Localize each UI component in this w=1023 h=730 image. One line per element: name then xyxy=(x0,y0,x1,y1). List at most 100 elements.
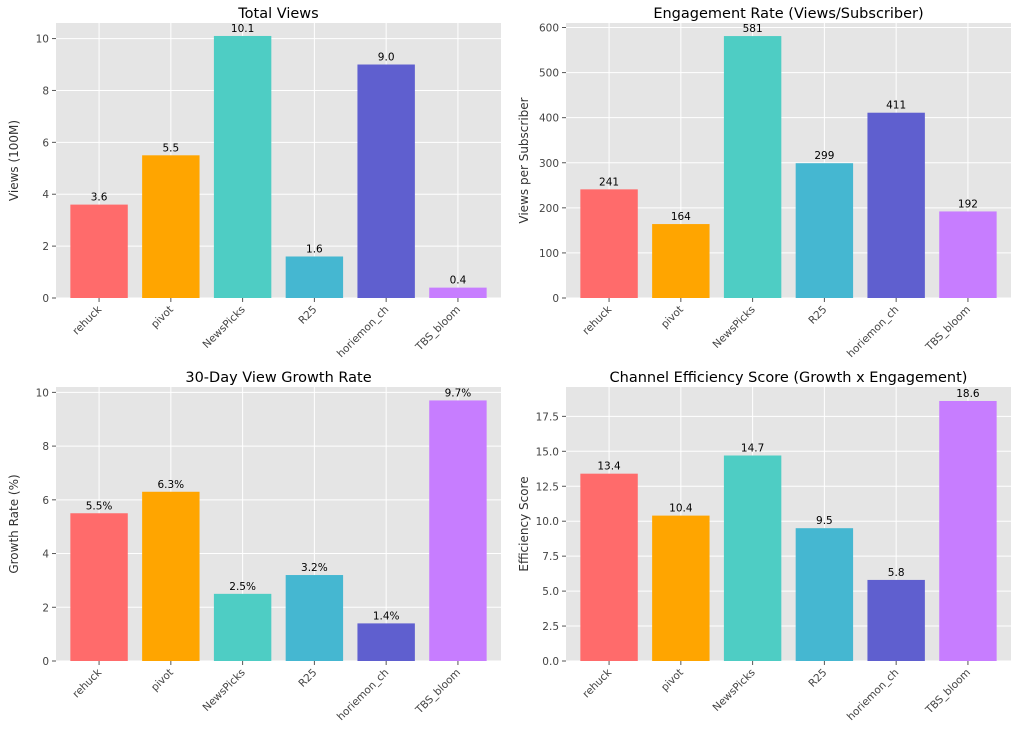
y-tick-label: 0 xyxy=(552,293,559,305)
plot-area xyxy=(566,23,1011,298)
bar-NewsPicks xyxy=(723,455,782,661)
bar-value-label: 14.7 xyxy=(741,443,764,455)
bar-value-label: 0.4 xyxy=(450,275,467,287)
bar-R25 xyxy=(795,528,854,661)
bar-rehuck xyxy=(70,204,128,298)
bar-value-label: 9.5 xyxy=(816,515,833,527)
x-tick-label: R25 xyxy=(296,667,319,690)
bar-TBS_bloom xyxy=(939,400,997,661)
bar-pivot xyxy=(142,491,200,661)
y-tick-label: 600 xyxy=(539,23,559,35)
chart-panel-3: 5.5% 6.3% 2.5% 3.2% 1.4% 9.7% 0 2 4 6 8 10 rehuck piv… xyxy=(7,370,501,723)
chart-title: 30-Day View Growth Rate xyxy=(185,370,371,386)
bar-value-label: 3.6 xyxy=(91,192,108,204)
x-tick-label: NewsPicks xyxy=(201,304,248,351)
bar-NewsPicks xyxy=(213,35,272,298)
bar-value-label: 299 xyxy=(814,150,834,162)
bar-pivot xyxy=(142,155,200,298)
chart-title: Total Views xyxy=(237,6,318,22)
x-tick-label: NewsPicks xyxy=(201,667,248,714)
y-axis-label: Growth Rate (%) xyxy=(7,474,21,573)
y-axis-label: Views per Subscriber xyxy=(517,97,531,223)
bar-value-label: 581 xyxy=(743,23,763,35)
bar-rehuck xyxy=(70,513,128,661)
bar-value-label: 1.6 xyxy=(306,243,323,255)
y-tick-label: 10.0 xyxy=(536,516,559,528)
x-tick-label: pivot xyxy=(149,304,176,331)
bar-value-label: 5.5 xyxy=(162,142,179,154)
x-tick-label: TBS_bloom xyxy=(923,667,973,717)
y-tick-label: 10 xyxy=(36,387,49,399)
bar-value-label: 9.0 xyxy=(378,52,395,64)
bar-horiemon_ch xyxy=(867,579,925,661)
bar-value-label: 18.6 xyxy=(956,388,980,400)
y-tick-label: 10 xyxy=(36,34,49,46)
y-axis-label: Views (100M) xyxy=(7,120,21,201)
x-tick-label: horiemon_ch xyxy=(335,304,391,360)
y-tick-label: 8 xyxy=(42,441,49,453)
y-tick-label: 6 xyxy=(42,137,49,149)
y-tick-label: 6 xyxy=(42,495,49,507)
y-tick-label: 500 xyxy=(539,68,559,80)
x-tick-label: pivot xyxy=(659,667,686,694)
bar-pivot xyxy=(652,515,710,661)
y-tick-label: 0 xyxy=(42,656,49,668)
plot-area xyxy=(56,387,501,661)
y-tick-label: 400 xyxy=(539,113,559,125)
y-tick-label: 4 xyxy=(42,189,49,201)
bar-NewsPicks xyxy=(723,36,782,299)
x-tick-label: R25 xyxy=(806,667,829,690)
bar-TBS_bloom xyxy=(939,211,997,298)
bar-horiemon_ch xyxy=(357,623,415,661)
x-tick-label: R25 xyxy=(806,304,829,327)
plot-area xyxy=(56,23,501,298)
chart-panel-4: 13.4 10.4 14.7 9.5 5.8 18.6 0.0 2.5 5.0 7.5 10.0 12… xyxy=(517,370,1011,723)
x-tick-label: pivot xyxy=(659,304,686,331)
bar-value-label: 411 xyxy=(886,100,906,112)
y-tick-label: 100 xyxy=(539,248,559,260)
x-tick-label: rehuck xyxy=(70,303,104,337)
bar-value-label: 6.3% xyxy=(157,479,184,491)
chart-panel-1: 3.6 5.5 10.1 1.6 9.0 0.4 0 2 4 6 8 10 rehuck pivot New… xyxy=(7,6,501,360)
bar-value-label: 241 xyxy=(599,176,619,188)
y-tick-label: 5.0 xyxy=(542,586,559,598)
x-tick-label: TBS_bloom xyxy=(923,304,973,354)
x-tick-label: TBS_bloom xyxy=(413,304,463,354)
bar-value-label: 5.5% xyxy=(86,500,113,512)
y-axis-label: Efficiency Score xyxy=(517,476,531,571)
x-tick-label: horiemon_ch xyxy=(845,667,901,723)
bar-value-label: 10.1 xyxy=(231,23,254,35)
y-tick-label: 2.5 xyxy=(542,621,559,633)
bar-value-label: 3.2% xyxy=(301,562,328,574)
y-tick-label: 0.0 xyxy=(542,656,559,668)
bar-pivot xyxy=(652,224,710,298)
y-tick-label: 8 xyxy=(42,85,49,97)
chart-title: Engagement Rate (Views/Subscriber) xyxy=(653,6,923,22)
bar-R25 xyxy=(285,575,344,661)
x-tick-label: NewsPicks xyxy=(711,304,758,351)
x-tick-label: horiemon_ch xyxy=(335,667,391,723)
y-tick-label: 12.5 xyxy=(536,481,559,493)
bar-R25 xyxy=(285,256,344,298)
bar-TBS_bloom xyxy=(429,287,487,298)
bar-horiemon_ch xyxy=(867,112,925,299)
y-tick-label: 200 xyxy=(539,203,559,215)
bar-R25 xyxy=(795,163,854,298)
y-tick-label: 17.5 xyxy=(536,411,559,423)
y-tick-label: 7.5 xyxy=(542,551,559,563)
y-tick-label: 0 xyxy=(42,293,49,305)
x-tick-label: rehuck xyxy=(580,666,614,700)
bar-horiemon_ch xyxy=(357,64,415,299)
bar-TBS_bloom xyxy=(429,400,487,661)
x-tick-label: pivot xyxy=(149,667,176,694)
bar-value-label: 13.4 xyxy=(597,461,621,473)
bar-NewsPicks xyxy=(213,593,272,661)
chart-title: Channel Efficiency Score (Growth x Engag… xyxy=(610,370,968,386)
x-tick-label: NewsPicks xyxy=(711,667,758,714)
y-tick-label: 4 xyxy=(42,549,49,561)
y-tick-label: 15.0 xyxy=(536,446,559,458)
bar-rehuck xyxy=(580,473,638,661)
x-tick-label: TBS_bloom xyxy=(413,667,463,717)
x-tick-label: R25 xyxy=(296,304,319,327)
